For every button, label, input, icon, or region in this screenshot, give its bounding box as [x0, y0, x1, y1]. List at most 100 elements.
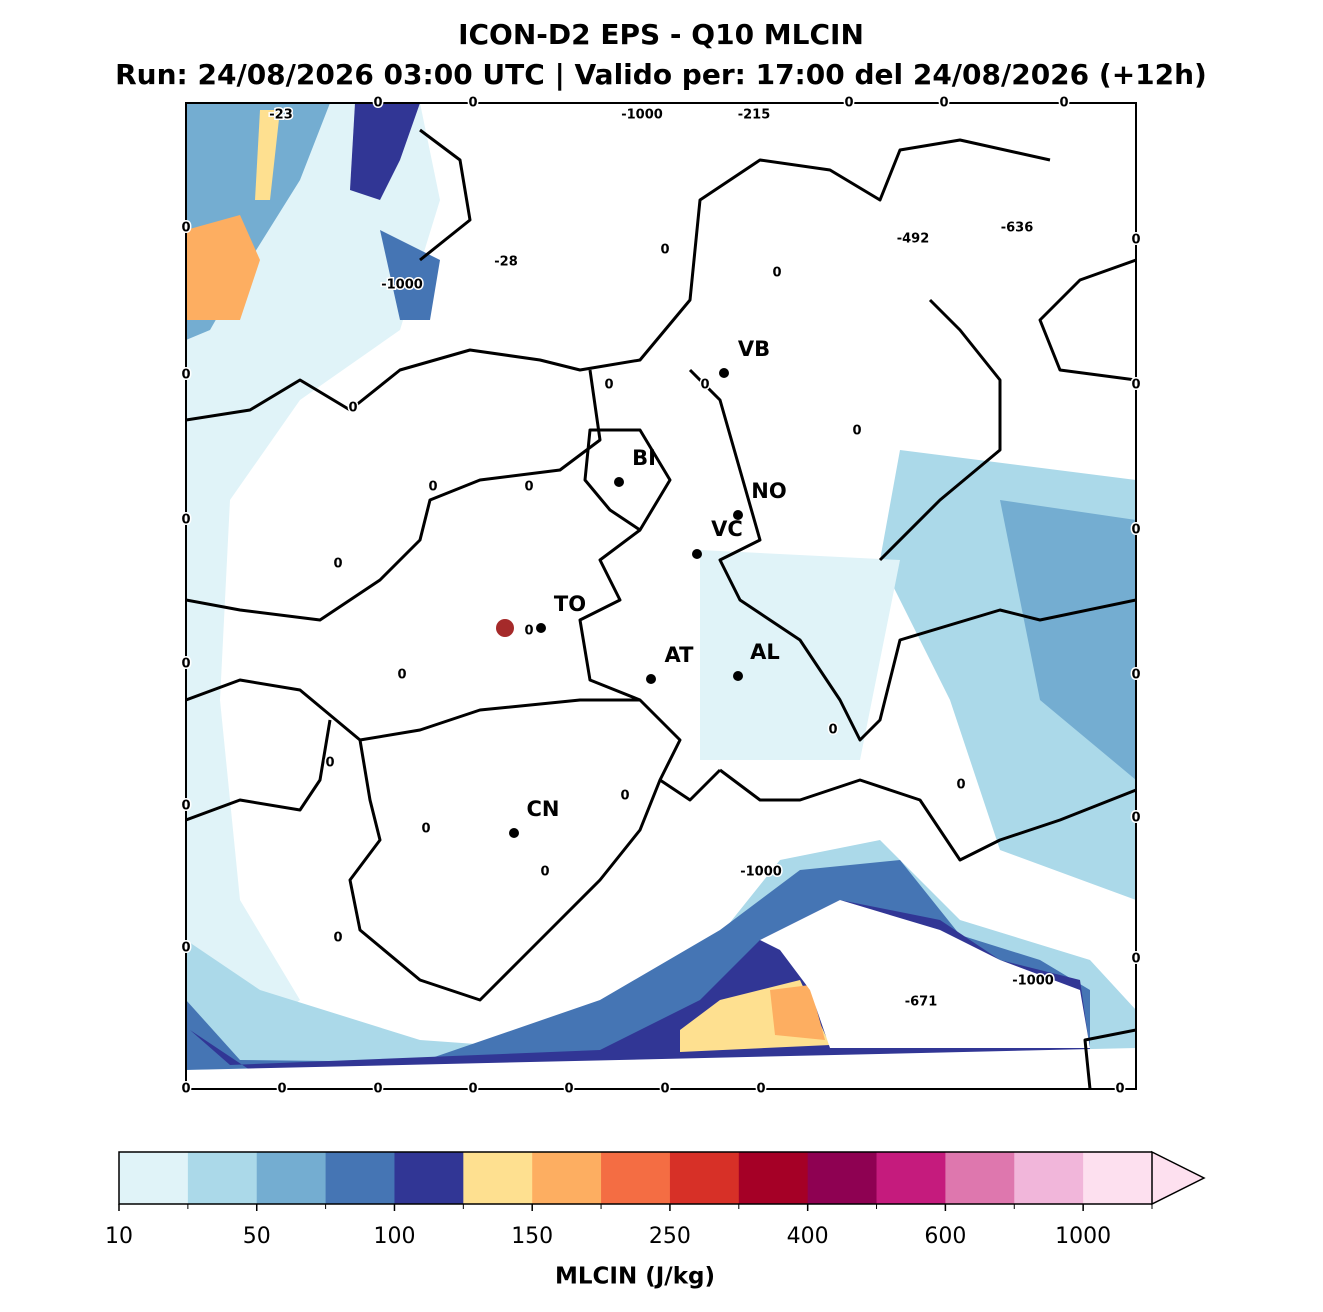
contour-label: 0 [756, 1082, 765, 1097]
contour-label: 0 [181, 368, 190, 383]
contour-label: 0 [181, 657, 190, 672]
contour-label: 0 [348, 401, 357, 416]
colorbar-extend [1151, 1150, 1206, 1206]
contour-label: 0 [700, 378, 709, 393]
contour-label: 0 [333, 557, 342, 572]
contour-label: 0 [852, 424, 861, 439]
colorbar-swatch [945, 1152, 1015, 1204]
contour-label: 0 [181, 221, 190, 236]
contour-label: 0 [1131, 378, 1140, 393]
colorbar-swatch [601, 1152, 671, 1204]
colorbar-swatch [1014, 1152, 1084, 1204]
city-dot [646, 674, 656, 684]
city-label: AL [750, 640, 780, 664]
contour-label: -23 [269, 108, 293, 123]
colorbar-swatch [256, 1152, 327, 1204]
contour-label: 0 [181, 513, 190, 528]
contour-label: 0 [564, 1082, 573, 1097]
contour-label: 0 [468, 96, 477, 111]
colorbar-swatch [1083, 1152, 1153, 1204]
city-dot [614, 477, 624, 487]
contour-label: 0 [524, 480, 533, 495]
contour-label: -1000 [740, 865, 782, 880]
colorbar-tick-label: 50 [243, 1224, 271, 1249]
contour-label: 0 [1115, 1082, 1124, 1097]
contour-label: 0 [373, 1082, 382, 1097]
contour-label: -636 [1001, 221, 1034, 236]
colorbar-tick-label: 1000 [1055, 1224, 1111, 1249]
colorbar-swatch [876, 1152, 946, 1204]
contour-label: -1000 [621, 108, 663, 123]
contour-label: 0 [181, 941, 190, 956]
colorbar-swatch [669, 1152, 740, 1204]
subtitle: Run: 24/08/2026 03:00 UTC | Valido per: … [115, 58, 1207, 91]
colorbar-swatch [807, 1152, 878, 1204]
colorbar-swatch [532, 1152, 602, 1204]
map-frame [185, 102, 1137, 1090]
contour-label: 0 [540, 865, 549, 880]
colorbar-swatch [394, 1152, 464, 1204]
contour-label: 0 [397, 668, 406, 683]
map [186, 103, 1136, 1089]
contour-label: 0 [333, 931, 342, 946]
colorbar-swatch [187, 1152, 258, 1204]
colorbar-tick-label: 600 [924, 1224, 966, 1249]
contour-label: 0 [181, 1082, 190, 1097]
colorbar-tick-label: 150 [511, 1224, 553, 1249]
contour-label: 0 [828, 723, 837, 738]
contour-label: 0 [772, 266, 781, 281]
colorbar-swatch [738, 1152, 809, 1204]
contour-label: -1000 [1012, 974, 1054, 989]
colorbar-label: MLCIN (J/kg) [555, 1264, 715, 1290]
colorbar-tick-label: 400 [787, 1224, 829, 1249]
city-dot [536, 623, 546, 633]
city-label: AT [665, 643, 695, 667]
contour-label: 0 [1131, 668, 1140, 683]
title: ICON-D2 EPS - Q10 MLCIN [458, 18, 864, 51]
contour-label: 0 [468, 1082, 477, 1097]
city-label: BI [632, 446, 656, 470]
city-label: VC [711, 517, 743, 541]
contour-label: 0 [660, 243, 669, 258]
contour-label: -28 [494, 255, 518, 270]
colorbar-tick-label: 100 [373, 1224, 415, 1249]
contour-label: 0 [373, 96, 382, 111]
city-dot [733, 510, 743, 520]
city-label: NO [751, 479, 786, 503]
city-label: CN [527, 797, 560, 821]
contour-label: 0 [956, 778, 965, 793]
colorbar-swatch [463, 1152, 533, 1204]
contour-label: 0 [1131, 523, 1140, 538]
contour-label: 0 [620, 789, 629, 804]
contour-label: -492 [897, 232, 930, 247]
city-dot [509, 828, 519, 838]
colorbar-tick-label: 10 [105, 1224, 133, 1249]
colorbar-swatch [119, 1152, 189, 1204]
contour-label: 0 [428, 480, 437, 495]
contour-label: 0 [1131, 952, 1140, 967]
colorbar-swatch [325, 1152, 395, 1204]
contour-label: 0 [277, 1082, 286, 1097]
contour-label: 0 [604, 378, 613, 393]
contour-label: 0 [181, 799, 190, 814]
contour-label: -1000 [381, 278, 423, 293]
contour-label: 0 [1059, 96, 1068, 111]
city-dot [733, 671, 743, 681]
contour-label: -215 [738, 108, 771, 123]
contour-label: 0 [524, 624, 533, 639]
colorbar-tick-label: 250 [649, 1224, 691, 1249]
contour-label: 0 [939, 96, 948, 111]
contour-label: 0 [421, 822, 430, 837]
contour-label: 0 [1131, 811, 1140, 826]
contour-label: 0 [660, 1082, 669, 1097]
contour-label: 0 [844, 96, 853, 111]
contour-label: 0 [1131, 233, 1140, 248]
city-label: VB [738, 337, 770, 361]
contour-label: -671 [905, 995, 938, 1010]
city-dot [719, 368, 729, 378]
contour-label: 0 [325, 756, 334, 771]
city-label: TO [554, 592, 586, 616]
city-dot [692, 549, 702, 559]
colorbar-frame [118, 1151, 1152, 1205]
